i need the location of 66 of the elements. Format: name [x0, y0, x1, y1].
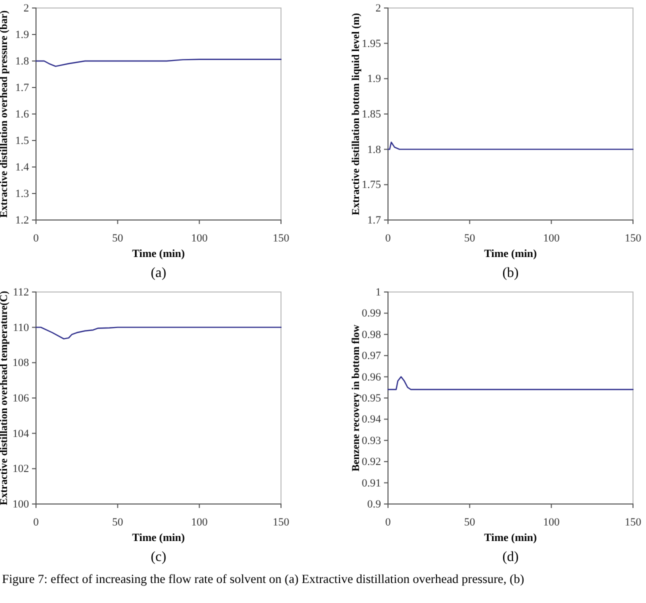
y-axis-title: Extractive distillation overhead temperature(C): [0, 290, 10, 506]
x-tick-label: 0: [33, 232, 40, 244]
x-tick-label: 100: [543, 516, 560, 528]
x-axis-title: Time (min): [484, 532, 538, 544]
x-tick-label: 100: [543, 232, 560, 244]
y-tick-label: 0.99: [362, 308, 382, 320]
x-tick-label: 50: [464, 516, 476, 528]
y-tick-label: 1.2: [15, 214, 29, 227]
y-tick-label: 1: [376, 286, 381, 299]
x-tick-label: 100: [191, 232, 208, 244]
y-tick-label: 110: [12, 322, 30, 334]
x-tick-label: 100: [191, 516, 208, 528]
x-tick-label: 50: [112, 516, 124, 528]
caption: Figure 7: effect of increasing the flow rate of solvent on (a) Extractive distillation overhead pressure, (b): [2, 572, 526, 586]
x-tick-label: 150: [624, 516, 642, 528]
y-tick-label: 2: [376, 2, 381, 15]
y-tick-label: 1.9: [15, 29, 30, 42]
y-tick-label: 1.95: [362, 38, 382, 50]
text: (b): [502, 266, 519, 281]
x-tick-label: 0: [33, 516, 40, 528]
y-tick-label: 100: [12, 498, 30, 511]
y-axis-title: Extractive distillation overhead pressure (bar): [0, 10, 10, 218]
y-tick-label: 1.3: [15, 188, 30, 200]
line-series: [35, 58, 282, 67]
y-tick-label: 0.96: [362, 371, 382, 384]
x-axis-title: Time (min): [484, 248, 538, 260]
x-axis-title: Time (min): [132, 248, 186, 260]
y-tick-label: 112: [12, 286, 29, 299]
x-tick-label: 150: [272, 516, 290, 528]
y-tick-label: 0.91: [362, 477, 381, 490]
y-tick-label: 1.8: [367, 144, 382, 156]
y-tick-label: 0.95: [362, 392, 382, 405]
x-tick-label: 150: [272, 232, 290, 244]
y-tick-label: 1.7: [367, 214, 382, 227]
y-axis-title: Extractive distillation bottom liquid level (m): [351, 12, 362, 216]
y-tick-label: 106: [12, 392, 30, 405]
text: (c): [150, 550, 167, 565]
x-tick-label: 50: [112, 232, 124, 244]
y-tick-label: 102: [12, 463, 29, 476]
y-tick-label: 1.75: [362, 179, 382, 192]
y-tick-label: 1.8: [15, 56, 30, 68]
y-axis-title: Benzene recovery in bottom flow: [351, 324, 362, 472]
y-tick-label: 1.6: [15, 108, 30, 121]
y-tick-label: 1.7: [15, 82, 30, 94]
y-tick-label: 1.85: [362, 108, 382, 121]
y-tick-label: 0.92: [362, 456, 381, 468]
y-tick-label: 0.94: [362, 414, 382, 426]
text: (a): [150, 266, 167, 281]
x-tick-label: 0: [385, 232, 392, 244]
x-axis-title: Time (min): [132, 532, 186, 544]
y-tick-label: 0.93: [362, 434, 382, 447]
y-tick-label: 0.98: [362, 328, 382, 341]
y-tick-label: 108: [12, 357, 30, 370]
line-series: [387, 376, 634, 390]
y-tick-label: 0.9: [367, 498, 382, 511]
x-tick-label: 50: [464, 232, 476, 244]
x-tick-label: 150: [624, 232, 642, 244]
line-series: [35, 326, 282, 340]
text: (d): [502, 550, 519, 565]
y-tick-label: 1.5: [15, 135, 30, 148]
x-tick-label: 0: [385, 516, 392, 528]
y-tick-label: 1.9: [367, 73, 382, 86]
y-tick-label: 2: [24, 2, 29, 15]
y-tick-label: 104: [12, 428, 30, 440]
y-tick-label: 1.4: [15, 162, 30, 174]
y-tick-label: 0.97: [362, 350, 382, 362]
